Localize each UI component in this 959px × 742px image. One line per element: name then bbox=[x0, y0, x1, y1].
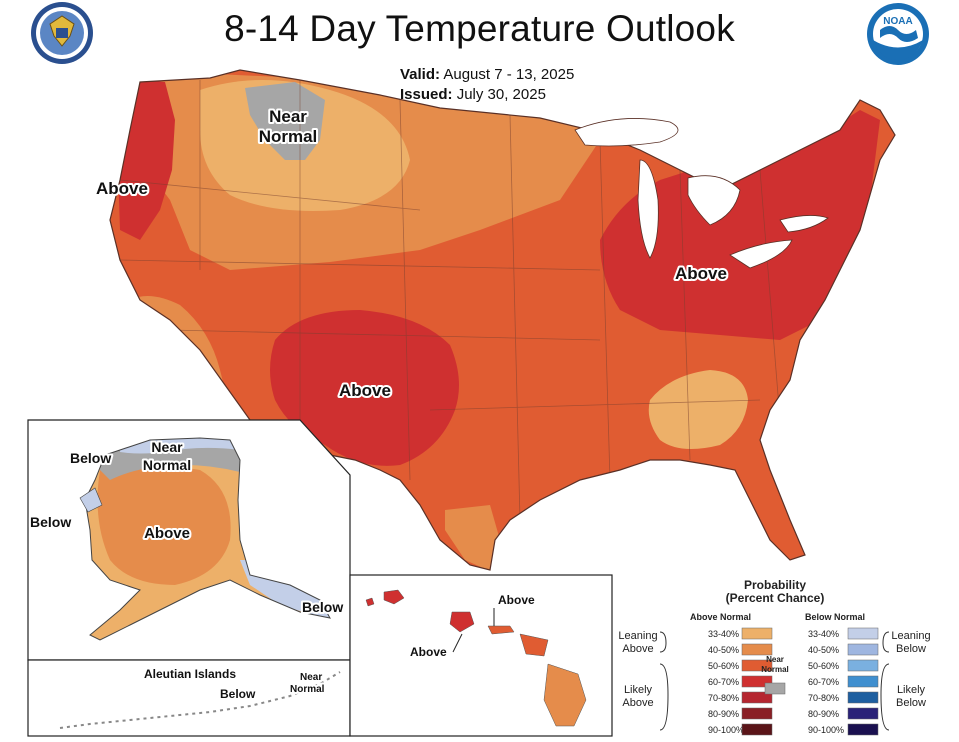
hi-label-above-2: Above bbox=[410, 645, 447, 659]
legend: Probability (Percent Chance) Above Norma… bbox=[618, 578, 931, 736]
legend-below-bin-label: 80-90% bbox=[808, 709, 839, 719]
legend-leaning-above-line1: Leaning bbox=[618, 630, 657, 642]
legend-near-normal-swatch bbox=[764, 682, 786, 695]
molokai-island bbox=[487, 625, 515, 635]
lake-superior bbox=[574, 118, 679, 147]
legend-above-bin-label: 40-50% bbox=[708, 645, 739, 655]
oahu-island bbox=[449, 611, 475, 633]
issued-label: Issued: bbox=[400, 86, 453, 103]
kauai-island bbox=[383, 589, 405, 605]
legend-above-bin-swatch bbox=[741, 675, 773, 688]
legend-above-bin-swatch bbox=[741, 723, 773, 736]
legend-below-bin-swatch bbox=[847, 723, 879, 736]
northeast-region-above-60-70 bbox=[600, 110, 880, 340]
big-island bbox=[543, 663, 587, 727]
legend-above-bin-swatch bbox=[741, 627, 773, 640]
commerce-seal-icon bbox=[31, 2, 93, 64]
lake-huron bbox=[687, 175, 741, 226]
alaska-region-below-north bbox=[120, 438, 240, 454]
legend-likely-below-line2: Below bbox=[896, 697, 926, 709]
legend-title-line1: Probability bbox=[744, 578, 806, 592]
legend-likely-above-line2: Above bbox=[622, 697, 653, 709]
aleutian-chain bbox=[59, 671, 341, 729]
legend-near-normal-line1: Near bbox=[766, 655, 784, 664]
southwest-region-above-60-70 bbox=[270, 310, 459, 466]
southeast-region-above-33-40 bbox=[648, 370, 748, 449]
valid-value: August 7 - 13, 2025 bbox=[443, 66, 575, 83]
legend-above-header: Above Normal bbox=[690, 612, 751, 622]
label-above-southwest: Above bbox=[339, 381, 391, 400]
alaska-inset: Below Near Normal Below Above Below bbox=[27, 419, 351, 661]
lake-erie bbox=[729, 239, 793, 269]
hi-label-above-1: Above bbox=[498, 593, 535, 607]
aleutian-inset: Aleutian Islands Below Near Normal bbox=[27, 659, 351, 737]
south-texas-region-above-40-50 bbox=[445, 505, 500, 570]
legend-above-bin-label: 90-100% bbox=[708, 725, 744, 735]
legend-below-bin-label: 40-50% bbox=[808, 645, 839, 655]
legend-above-bin-label: 80-90% bbox=[708, 709, 739, 719]
hawaii-inset: Above Above bbox=[349, 574, 613, 737]
legend-below-bin-swatch bbox=[847, 707, 879, 720]
near-normal-region bbox=[245, 82, 325, 160]
legend-below-bin-label: 33-40% bbox=[808, 629, 839, 639]
valid-label: Valid: bbox=[400, 66, 441, 83]
ak-label-below-southeast: Below bbox=[302, 599, 343, 615]
legend-below-bin-label: 70-80% bbox=[808, 693, 839, 703]
valid-dates: Valid: August 7 - 13, 2025 bbox=[400, 66, 574, 83]
ak-label-below-north: Below bbox=[70, 450, 111, 466]
legend-leaning-above-line2: Above bbox=[622, 643, 653, 655]
legend-above-bin-swatch bbox=[741, 643, 773, 656]
ak-label-below-west: Below bbox=[30, 514, 71, 530]
state-borders bbox=[119, 80, 781, 521]
aleutian-title: Aleutian Islands bbox=[144, 667, 236, 681]
ak-label-near-line1: Near bbox=[151, 439, 183, 455]
maui-island bbox=[519, 633, 549, 657]
legend-above-bin-swatch bbox=[741, 707, 773, 720]
legend-above-bin-label: 33-40% bbox=[708, 629, 739, 639]
legend-below-bins: 33-40% 40-50% 50-60% 60-70% 70-80% 80-90% 90-1… bbox=[808, 627, 879, 736]
legend-below-bin-label: 60-70% bbox=[808, 677, 839, 687]
legend-below-bin-label: 50-60% bbox=[808, 661, 839, 671]
legend-above-bin-swatch bbox=[741, 659, 773, 672]
label-near-normal-line1: Near bbox=[269, 107, 307, 126]
legend-below-bin-swatch bbox=[847, 643, 879, 656]
legend-above-bin-swatch bbox=[741, 691, 773, 704]
legend-below-bin-swatch bbox=[847, 691, 879, 704]
legend-above-bin-label: 50-60% bbox=[708, 661, 739, 671]
label-above-west: Above bbox=[96, 179, 148, 198]
noaa-logo-text: NOAA bbox=[883, 16, 912, 27]
lake-michigan bbox=[637, 159, 659, 259]
legend-below-header: Below Normal bbox=[805, 612, 865, 622]
legend-near-normal-line2: Normal bbox=[761, 665, 789, 674]
legend-below-bin-label: 90-100% bbox=[808, 725, 844, 735]
legend-leaning-below-line2: Below bbox=[896, 643, 926, 655]
issued-date: Issued: July 30, 2025 bbox=[400, 86, 546, 103]
great-lakes bbox=[574, 118, 829, 269]
noaa-logo-icon: NOAA bbox=[867, 3, 929, 65]
legend-likely-above-line1: Likely bbox=[624, 684, 653, 696]
aleutian-label-near-line1: Near bbox=[300, 672, 322, 683]
legend-leaning-below-line1: Leaning bbox=[891, 630, 930, 642]
label-near-normal-line2: Normal bbox=[259, 127, 318, 146]
aleutian-label-near-line2: Normal bbox=[290, 684, 325, 695]
lake-ontario bbox=[779, 215, 829, 233]
legend-below-bin-swatch bbox=[847, 675, 879, 688]
legend-below-bin-swatch bbox=[847, 659, 879, 672]
legend-above-bin-label: 70-80% bbox=[708, 693, 739, 703]
aleutian-label-below: Below bbox=[220, 687, 256, 701]
legend-below-bin-swatch bbox=[847, 627, 879, 640]
label-above-east: Above bbox=[675, 264, 727, 283]
legend-above-bin-label: 60-70% bbox=[708, 677, 739, 687]
niihau-island bbox=[365, 597, 375, 607]
alaska-region-above-40-50 bbox=[97, 466, 231, 585]
issued-value: July 30, 2025 bbox=[456, 86, 546, 103]
legend-above-bins: 33-40% 40-50% 50-60% 60-70% 70-80% 80-90% 90-1… bbox=[708, 627, 773, 736]
legend-likely-below-line1: Likely bbox=[897, 684, 926, 696]
page-title: 8-14 Day Temperature Outlook bbox=[224, 8, 735, 49]
ak-label-near-line2: Normal bbox=[143, 457, 191, 473]
legend-title-line2: (Percent Chance) bbox=[726, 591, 825, 605]
ak-label-above: Above bbox=[144, 525, 190, 542]
